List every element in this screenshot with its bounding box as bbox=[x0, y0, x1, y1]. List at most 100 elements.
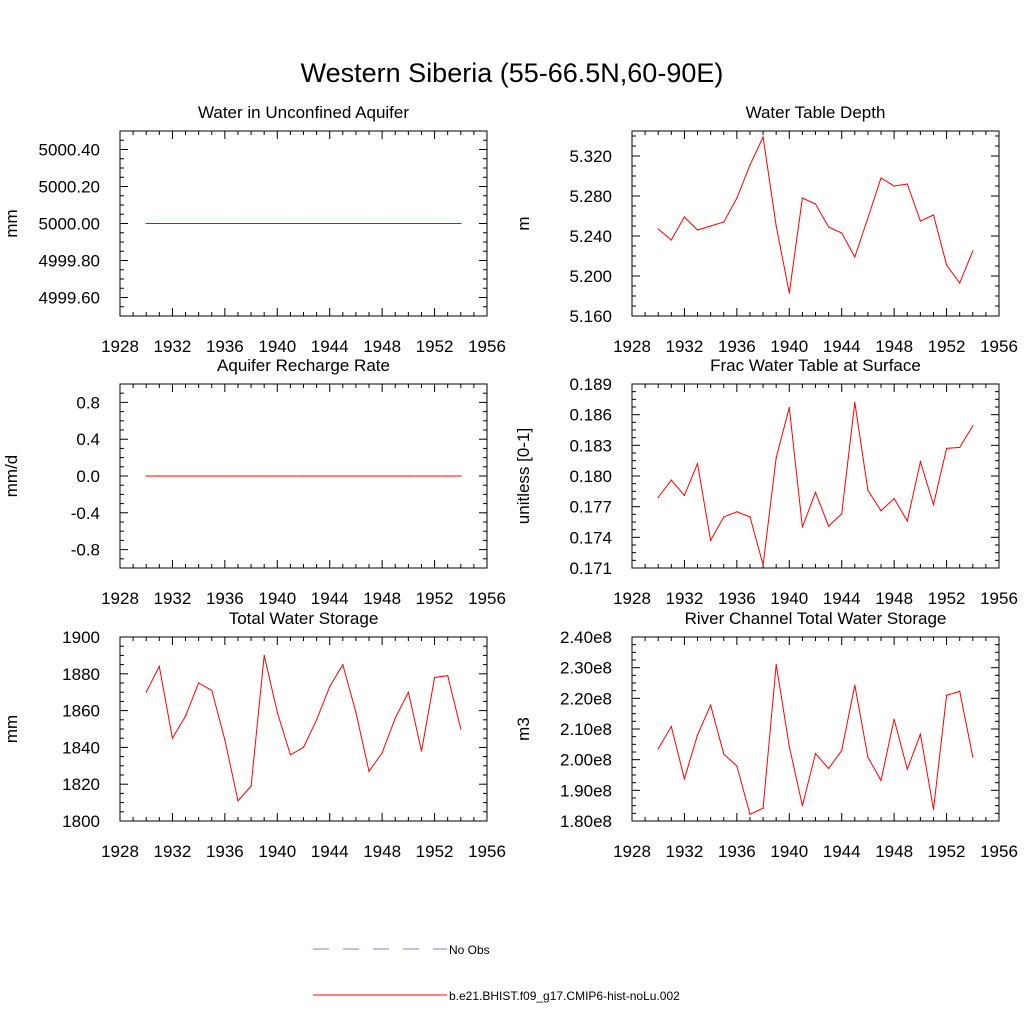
data-point bbox=[316, 719, 318, 721]
y-tick-label: 0.8 bbox=[76, 393, 100, 412]
data-point bbox=[775, 457, 777, 459]
data-point bbox=[841, 749, 843, 752]
panel-title: Water Table Depth bbox=[746, 103, 886, 122]
x-tick-label: 1940 bbox=[258, 337, 296, 356]
data-point bbox=[906, 768, 908, 770]
data-point bbox=[867, 489, 869, 491]
panels: Water in Unconfined Aquifer mm 1928 1932 193… bbox=[2, 103, 1018, 861]
data-point bbox=[407, 691, 409, 693]
plot-frame bbox=[631, 130, 1000, 317]
series-line bbox=[657, 664, 974, 816]
data-point bbox=[447, 475, 449, 477]
data-point bbox=[250, 785, 252, 787]
x-tick-label: 1940 bbox=[258, 842, 296, 861]
data-point bbox=[814, 491, 817, 493]
data-point bbox=[460, 728, 462, 730]
x-tick-label: 1944 bbox=[823, 842, 861, 861]
data-point bbox=[972, 756, 974, 758]
x-tick-label: 1940 bbox=[770, 589, 808, 608]
y-tick-label: 1880 bbox=[62, 665, 100, 684]
data-point bbox=[342, 222, 344, 225]
y-tick-label: 1860 bbox=[62, 702, 100, 721]
data-point bbox=[381, 222, 383, 225]
y-tick-label: 4999.80 bbox=[39, 252, 100, 271]
y-axis-label: unitless [0-1] bbox=[514, 428, 533, 524]
y-tick-label: 0.4 bbox=[76, 430, 100, 449]
y-tick-label: 0.189 bbox=[569, 375, 612, 394]
data-point bbox=[775, 664, 777, 666]
x-tick-label: 1944 bbox=[823, 589, 861, 608]
data-point bbox=[945, 447, 948, 449]
data-point bbox=[171, 222, 174, 225]
y-tick-label: 1820 bbox=[62, 775, 100, 794]
y-tick-label: 5.160 bbox=[569, 307, 612, 326]
y-axis-label: mm/d bbox=[2, 455, 21, 498]
data-point bbox=[211, 475, 213, 477]
data-point bbox=[723, 221, 725, 223]
data-point bbox=[211, 222, 213, 225]
data-point bbox=[749, 813, 751, 815]
data-point bbox=[906, 183, 908, 185]
data-point bbox=[342, 475, 344, 477]
panel-title: Water in Unconfined Aquifer bbox=[198, 103, 409, 122]
data-point bbox=[854, 401, 856, 403]
data-point bbox=[972, 250, 974, 252]
data-point bbox=[762, 564, 764, 566]
x-tick-label: 1936 bbox=[206, 337, 244, 356]
x-tick-label: 1948 bbox=[875, 842, 913, 861]
data-point bbox=[696, 734, 699, 736]
data-point bbox=[407, 222, 409, 225]
data-point bbox=[276, 711, 278, 714]
data-point bbox=[316, 222, 318, 225]
data-point bbox=[433, 222, 436, 225]
panel-title: Aquifer Recharge Rate bbox=[217, 356, 390, 375]
x-tick-label: 1940 bbox=[770, 842, 808, 861]
data-point bbox=[828, 226, 830, 228]
data-point bbox=[329, 475, 331, 477]
x-tick-label: 1936 bbox=[718, 589, 756, 608]
x-tick-label: 1944 bbox=[311, 589, 349, 608]
data-point bbox=[723, 753, 725, 755]
data-point bbox=[828, 525, 830, 527]
data-point bbox=[893, 185, 895, 187]
y-tick-label: 2.30e8 bbox=[560, 659, 612, 678]
panel-4: Frac Water Table at Surface unitless [0-1… bbox=[514, 356, 1018, 608]
x-tick-label: 1948 bbox=[363, 842, 401, 861]
data-point bbox=[814, 752, 817, 755]
data-point bbox=[263, 475, 265, 477]
x-tick-label: 1956 bbox=[980, 842, 1018, 861]
data-point bbox=[224, 739, 226, 741]
data-point bbox=[657, 748, 659, 750]
y-tick-label: 0.186 bbox=[569, 406, 612, 425]
data-point bbox=[316, 475, 318, 477]
data-point bbox=[710, 704, 712, 706]
data-point bbox=[224, 475, 226, 477]
data-point bbox=[394, 475, 396, 477]
x-tick-label: 1932 bbox=[154, 589, 192, 608]
x-tick-label: 1952 bbox=[928, 589, 966, 608]
x-tick-label: 1928 bbox=[613, 337, 651, 356]
data-point bbox=[657, 496, 659, 499]
y-tick-label: 1900 bbox=[62, 628, 100, 647]
data-point bbox=[696, 229, 699, 231]
data-point bbox=[211, 689, 213, 691]
data-point bbox=[198, 222, 200, 225]
data-point bbox=[710, 539, 712, 542]
data-point bbox=[723, 516, 725, 518]
data-point bbox=[788, 745, 790, 748]
x-tick-label: 1936 bbox=[718, 337, 756, 356]
data-point bbox=[749, 164, 751, 166]
data-point bbox=[893, 497, 895, 500]
data-point bbox=[880, 510, 882, 512]
x-tick-label: 1932 bbox=[666, 337, 704, 356]
data-point bbox=[263, 654, 265, 657]
y-tick-label: 2.00e8 bbox=[560, 751, 612, 770]
x-tick-label: 1956 bbox=[468, 337, 506, 356]
data-point bbox=[460, 222, 462, 225]
x-tick-label: 1940 bbox=[258, 589, 296, 608]
data-point bbox=[959, 446, 961, 448]
data-point bbox=[342, 664, 344, 666]
y-tick-label: 5.320 bbox=[569, 147, 612, 166]
y-tick-label: 1.80e8 bbox=[560, 812, 612, 831]
